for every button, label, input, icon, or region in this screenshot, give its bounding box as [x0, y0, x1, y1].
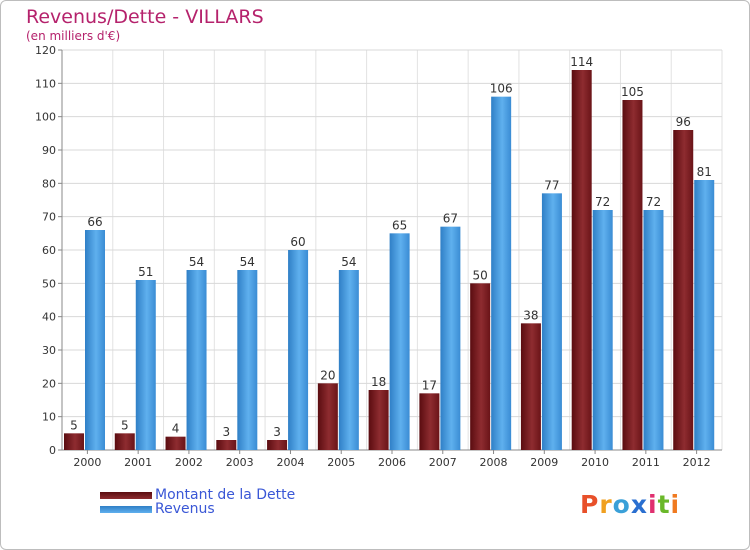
x-tick-label: 2001 — [124, 456, 152, 469]
bar-revenus — [85, 230, 105, 450]
bar-dette — [165, 436, 186, 450]
legend-item-dette: Montant de la Dette — [100, 487, 295, 503]
data-label-dette: 3 — [273, 425, 281, 439]
y-tick-label: 10 — [42, 411, 56, 424]
bar-revenus — [389, 233, 410, 450]
bar-revenus — [237, 270, 258, 450]
y-tick-label: 100 — [35, 111, 56, 124]
legend-item-revenus: Revenus — [100, 501, 215, 517]
x-tick-label: 2012 — [683, 456, 711, 469]
y-tick-label: 70 — [42, 211, 56, 224]
bar-chart: 0 10 20 30 40 50 60 70 80 90 100 110 120 5 66 2000 5 51 20… — [35, 44, 723, 469]
data-label-revenus: 65 — [392, 218, 407, 232]
x-tick-label: 2008 — [480, 456, 508, 469]
bar-revenus — [694, 180, 715, 450]
y-tick-label: 90 — [42, 144, 56, 157]
data-label-dette: 3 — [222, 425, 230, 439]
bar-revenus — [135, 280, 156, 450]
data-label-revenus: 106 — [490, 82, 513, 96]
bar-dette — [571, 70, 592, 450]
legend-swatch-dette — [100, 491, 152, 499]
data-label-dette: 114 — [570, 55, 593, 69]
y-tick-label: 80 — [42, 177, 56, 190]
bar-revenus — [491, 96, 512, 451]
bar-dette — [368, 390, 389, 450]
y-tick-label: 50 — [42, 277, 56, 290]
data-label-dette: 4 — [172, 422, 180, 436]
data-label-revenus: 72 — [595, 195, 610, 209]
bar-dette — [470, 283, 491, 450]
legend-label-dette: Montant de la Dette — [155, 487, 296, 503]
logo-letter: o — [612, 490, 631, 519]
data-label-revenus: 54 — [189, 255, 204, 269]
y-tick-label: 40 — [42, 311, 56, 324]
data-label-dette: 17 — [422, 378, 437, 392]
data-label-dette: 96 — [676, 115, 691, 129]
y-tick-label: 0 — [49, 444, 56, 457]
bar-dette — [216, 440, 237, 450]
data-label-dette: 105 — [621, 85, 644, 99]
logo-letter: i — [648, 490, 658, 519]
x-tick-label: 2010 — [581, 456, 609, 469]
bar-dette — [622, 100, 643, 450]
x-tick-label: 2002 — [175, 456, 203, 469]
data-label-dette: 20 — [320, 368, 335, 382]
bar-revenus — [288, 250, 309, 450]
y-tick-label: 60 — [42, 244, 56, 257]
data-label-dette: 18 — [371, 375, 386, 389]
bar-dette — [520, 323, 541, 450]
bar-dette — [673, 130, 694, 450]
logo-letter: t — [657, 490, 671, 519]
bar-dette — [317, 383, 338, 450]
data-label-revenus: 51 — [138, 265, 153, 279]
data-label-revenus: 81 — [697, 165, 712, 179]
x-tick-label: 2009 — [530, 456, 558, 469]
data-label-revenus: 67 — [443, 212, 458, 226]
y-tick-label: 30 — [42, 344, 56, 357]
bar-revenus — [592, 210, 613, 450]
bar-dette — [114, 433, 135, 450]
bar-revenus — [186, 270, 207, 450]
legend-swatch-revenus — [100, 505, 152, 513]
x-tick-label: 2000 — [73, 456, 101, 469]
data-label-revenus: 77 — [544, 178, 559, 192]
bar-revenus — [541, 193, 562, 451]
legend-label-revenus: Revenus — [155, 501, 215, 517]
data-label-dette: 5 — [121, 418, 129, 432]
proxiti-logo: Proxiti — [580, 490, 680, 519]
x-tick-label: 2004 — [276, 456, 304, 469]
bar-revenus — [440, 226, 461, 450]
chart-subtitle: (en milliers d'€) — [26, 29, 121, 43]
logo-letter: x — [630, 490, 648, 519]
x-tick-label: 2005 — [327, 456, 355, 469]
logo-letter: P — [580, 490, 600, 519]
data-label-revenus: 54 — [341, 255, 356, 269]
logo-letter: r — [599, 490, 613, 519]
x-tick-label: 2011 — [632, 456, 660, 469]
logo-letter: i — [670, 490, 681, 519]
data-label-revenus: 66 — [87, 215, 102, 229]
data-label-dette: 5 — [70, 418, 78, 432]
data-label-revenus: 54 — [240, 255, 255, 269]
bar-dette — [419, 393, 440, 450]
y-tick-label: 120 — [35, 44, 56, 57]
data-label-revenus: 72 — [646, 195, 661, 209]
x-tick-label: 2006 — [378, 456, 406, 469]
chart-title: Revenus/Dette - VILLARS — [26, 6, 264, 28]
bar-revenus — [643, 210, 664, 450]
bar-revenus — [338, 270, 359, 450]
x-tick-label: 2003 — [226, 456, 254, 469]
data-label-revenus: 60 — [290, 235, 305, 249]
bar-dette — [64, 433, 84, 450]
y-tick-label: 110 — [35, 77, 56, 90]
data-label-dette: 38 — [523, 308, 538, 322]
data-label-dette: 50 — [473, 268, 488, 282]
y-tick-label: 20 — [42, 377, 56, 390]
x-tick-label: 2007 — [429, 456, 457, 469]
bar-dette — [267, 440, 288, 450]
